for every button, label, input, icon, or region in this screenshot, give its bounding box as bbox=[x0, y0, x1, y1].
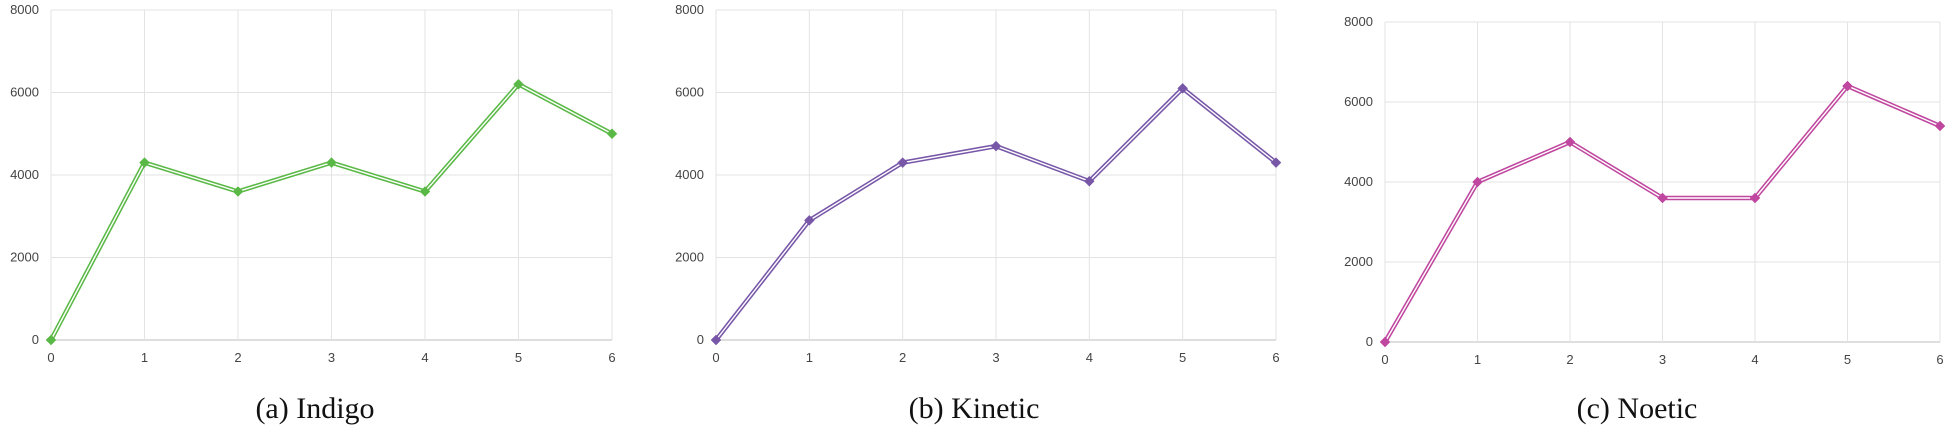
indigo-point bbox=[45, 334, 57, 346]
x-tick-label: 0 bbox=[1381, 352, 1388, 367]
y-tick-label: 4000 bbox=[675, 167, 704, 182]
chart-indigo: 0 2000 4000 6000 8000 0 1 2 3 4 5 6 bbox=[10, 2, 618, 365]
x-tick-label: 6 bbox=[608, 350, 615, 365]
indigo-point bbox=[139, 157, 150, 168]
x-tick-label: 6 bbox=[1936, 352, 1943, 367]
x-tick-label: 3 bbox=[992, 350, 999, 365]
caption-indigo: (a) Indigo bbox=[255, 392, 374, 425]
y-tick-label: 2000 bbox=[675, 250, 704, 265]
indigo-point bbox=[606, 128, 618, 140]
x-tick-label: 1 bbox=[141, 350, 148, 365]
chart-kinetic: 0 2000 4000 6000 8000 0 1 2 3 4 5 6 bbox=[675, 2, 1282, 365]
x-tick-label: 5 bbox=[1179, 350, 1186, 365]
caption-noetic: (c) Noetic bbox=[1577, 392, 1698, 425]
x-tick-label: 4 bbox=[1751, 352, 1758, 367]
x-tick-label: 0 bbox=[47, 350, 54, 365]
x-tick-label: 5 bbox=[515, 350, 522, 365]
x-tick-label: 2 bbox=[234, 350, 241, 365]
noetic-point bbox=[1842, 80, 1853, 92]
kinetic-series bbox=[710, 83, 1282, 346]
indigo-point bbox=[513, 78, 524, 90]
x-tick-label: 3 bbox=[328, 350, 335, 365]
noetic-series bbox=[1379, 80, 1946, 348]
kinetic-point bbox=[1270, 157, 1282, 168]
x-tick-label: 3 bbox=[1659, 352, 1666, 367]
x-tick-label: 5 bbox=[1844, 352, 1851, 367]
x-tick-label: 0 bbox=[712, 350, 719, 365]
noetic-point bbox=[1657, 192, 1668, 204]
x-tick-label: 4 bbox=[421, 350, 428, 365]
indigo-point bbox=[232, 186, 244, 197]
y-tick-label: 6000 bbox=[10, 85, 39, 100]
indigo-point bbox=[419, 186, 431, 197]
x-tick-label: 4 bbox=[1086, 350, 1093, 365]
x-tick-label: 6 bbox=[1272, 350, 1279, 365]
indigo-series bbox=[45, 78, 618, 346]
y-tick-label: 8000 bbox=[675, 2, 704, 17]
noetic-point bbox=[1749, 192, 1761, 204]
y-tick-label: 6000 bbox=[1344, 94, 1373, 109]
indigo-point bbox=[326, 157, 337, 168]
kinetic-point bbox=[990, 140, 1002, 152]
y-tick-label: 0 bbox=[32, 332, 39, 347]
x-tick-label: 2 bbox=[899, 350, 906, 365]
kinetic-point bbox=[1177, 83, 1189, 94]
y-tick-label: 2000 bbox=[10, 250, 39, 265]
y-tick-label: 8000 bbox=[1344, 14, 1373, 29]
y-tick-label: 0 bbox=[697, 332, 704, 347]
x-tick-label: 1 bbox=[1474, 352, 1481, 367]
y-tick-label: 4000 bbox=[10, 167, 39, 182]
y-tick-label: 0 bbox=[1366, 334, 1373, 349]
y-tick-label: 2000 bbox=[1344, 254, 1373, 269]
y-tick-label: 6000 bbox=[675, 85, 704, 100]
x-tick-label: 2 bbox=[1566, 352, 1573, 367]
kinetic-point bbox=[1083, 175, 1095, 187]
x-tick-label: 1 bbox=[806, 350, 813, 365]
kinetic-point bbox=[803, 215, 815, 226]
noetic-point bbox=[1379, 336, 1391, 348]
caption-kinetic: (b) Kinetic bbox=[909, 392, 1040, 425]
chart-noetic: 0 2000 4000 6000 8000 0 1 2 3 4 5 6 bbox=[1344, 14, 1946, 367]
noetic-point bbox=[1934, 120, 1946, 132]
noetic-point bbox=[1564, 136, 1576, 148]
kinetic-point bbox=[710, 334, 722, 346]
kinetic-point bbox=[897, 157, 909, 168]
y-tick-label: 8000 bbox=[10, 2, 39, 17]
y-tick-label: 4000 bbox=[1344, 174, 1373, 189]
noetic-point bbox=[1472, 176, 1483, 188]
